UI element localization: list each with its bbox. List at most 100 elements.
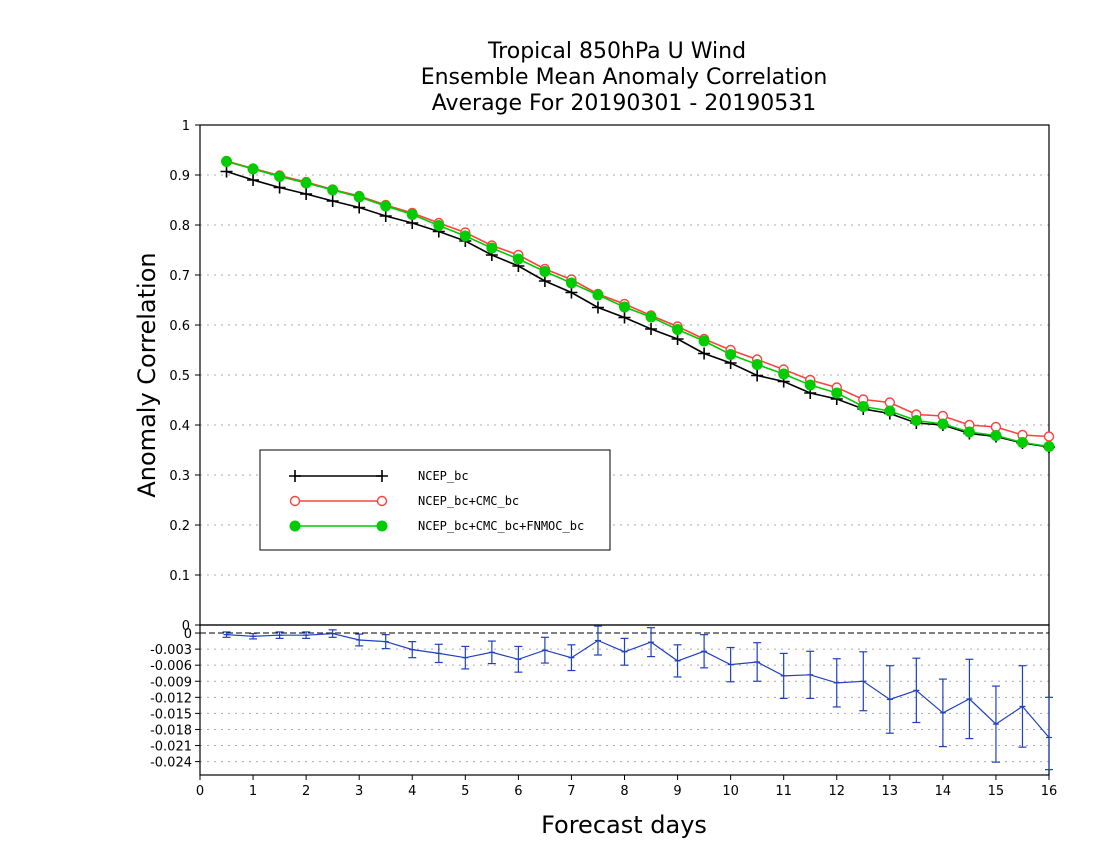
error-bar xyxy=(249,632,258,640)
data-point xyxy=(619,301,630,313)
x-tick-label: 4 xyxy=(408,784,416,799)
data-point xyxy=(459,230,471,242)
y-tick-label: -0.024 xyxy=(150,756,192,771)
x-tick-label: 11 xyxy=(775,784,792,799)
data-point xyxy=(857,401,869,412)
data-point xyxy=(592,289,604,301)
error-bar xyxy=(222,631,231,638)
y-tick-label: -0.003 xyxy=(150,643,192,658)
data-point xyxy=(671,333,684,345)
y-tick-label: 0.5 xyxy=(169,369,190,384)
y-axis-label: Anomaly Correlation xyxy=(133,252,161,497)
data-point xyxy=(486,242,498,254)
data-point xyxy=(220,165,233,178)
data-point xyxy=(804,379,816,391)
data-point xyxy=(380,200,392,212)
error-bar xyxy=(859,651,868,712)
data-point xyxy=(376,520,388,532)
data-point xyxy=(645,323,658,335)
x-tick-label: 13 xyxy=(882,784,899,799)
error-bar xyxy=(673,644,682,678)
chart-title-line-2: Ensemble Mean Anomaly Correlation xyxy=(421,65,828,90)
data-point xyxy=(247,174,260,186)
data-point xyxy=(376,470,388,482)
data-point xyxy=(565,277,577,289)
y-tick-label: 0 xyxy=(182,619,190,634)
y-tick-label: 0.7 xyxy=(169,269,190,284)
error-bar xyxy=(965,658,974,740)
data-point xyxy=(751,359,763,370)
data-point xyxy=(618,311,631,324)
data-point xyxy=(778,368,790,380)
y-tick-label: -0.015 xyxy=(150,707,192,722)
error-bar xyxy=(912,657,921,724)
data-point xyxy=(289,520,301,532)
error-bar xyxy=(700,634,709,669)
error-bar xyxy=(885,665,894,734)
y-tick-label: 0.4 xyxy=(169,419,190,434)
legend-box xyxy=(259,449,611,551)
data-point xyxy=(698,335,710,347)
data-point xyxy=(831,387,843,399)
error-bar xyxy=(1045,696,1053,771)
error-bar xyxy=(567,644,576,672)
data-point xyxy=(512,253,524,265)
data-point xyxy=(247,163,259,175)
chart-title-line-1: Tropical 850hPa U Wind xyxy=(487,39,746,64)
x-tick-label: 9 xyxy=(673,784,681,799)
y-tick-label: 0.2 xyxy=(169,519,190,534)
y-tick-label: -0.018 xyxy=(150,723,192,738)
data-point xyxy=(433,220,445,231)
x-tick-label: 6 xyxy=(514,784,522,799)
error-bar xyxy=(620,637,629,666)
data-point xyxy=(672,324,684,335)
error-bar xyxy=(275,631,284,639)
error-bar xyxy=(726,646,735,683)
error-bar xyxy=(355,633,364,647)
data-point xyxy=(353,191,365,203)
y-tick-label: -0.009 xyxy=(150,675,192,690)
error-bar xyxy=(806,650,815,699)
series-line xyxy=(226,160,1050,438)
y-tick-label: 0.8 xyxy=(169,219,190,234)
y-tick-label: -0.006 xyxy=(150,659,192,674)
x-tick-label: 5 xyxy=(461,784,469,799)
error-bar xyxy=(1018,665,1027,748)
error-bar xyxy=(753,642,762,682)
x-tick-label: 15 xyxy=(988,784,1005,799)
data-point xyxy=(221,156,233,167)
x-tick-label: 8 xyxy=(620,784,628,799)
y-tick-label: 0.6 xyxy=(169,319,190,334)
x-tick-label: 0 xyxy=(196,784,204,799)
y-tick-label: 0 xyxy=(184,627,192,642)
y-tick-label: 0.3 xyxy=(169,469,190,484)
y-tick-label: -0.021 xyxy=(150,740,192,755)
main-plot: 00.10.20.30.40.50.60.70.80.91NCEP_bcNCEP… xyxy=(169,119,1055,634)
y-tick-label: 0.9 xyxy=(169,169,190,184)
legend-label: NCEP_bc+CMC_bc xyxy=(418,494,519,508)
x-tick-label: 12 xyxy=(828,784,845,799)
x-tick-label: 10 xyxy=(722,784,739,799)
x-tick-label: 14 xyxy=(935,784,952,799)
data-point xyxy=(274,171,286,182)
series-3 xyxy=(221,156,1055,452)
error-bar xyxy=(832,658,841,708)
x-tick-label: 3 xyxy=(355,784,363,799)
data-point xyxy=(538,275,551,287)
error-bar xyxy=(487,640,496,665)
data-point xyxy=(379,210,392,222)
error-bar xyxy=(647,627,656,658)
data-point xyxy=(937,418,949,430)
data-point xyxy=(884,405,896,417)
error-bar xyxy=(381,634,390,650)
difference-plot: 0-0.003-0.006-0.009-0.012-0.015-0.018-0.… xyxy=(150,624,1057,799)
difference-line xyxy=(226,632,1050,738)
error-bar xyxy=(593,625,602,656)
error-bar xyxy=(991,685,1000,763)
legend: NCEP_bc NCEP_bc+CMC_bc NCEP_bc+CMC_bc+FNMO… xyxy=(259,449,611,551)
legend-label: NCEP_bc xyxy=(418,469,469,483)
error-bar xyxy=(328,629,337,638)
y-tick-label: 0.1 xyxy=(169,569,190,584)
error-bar xyxy=(302,631,311,639)
data-point xyxy=(565,286,578,299)
